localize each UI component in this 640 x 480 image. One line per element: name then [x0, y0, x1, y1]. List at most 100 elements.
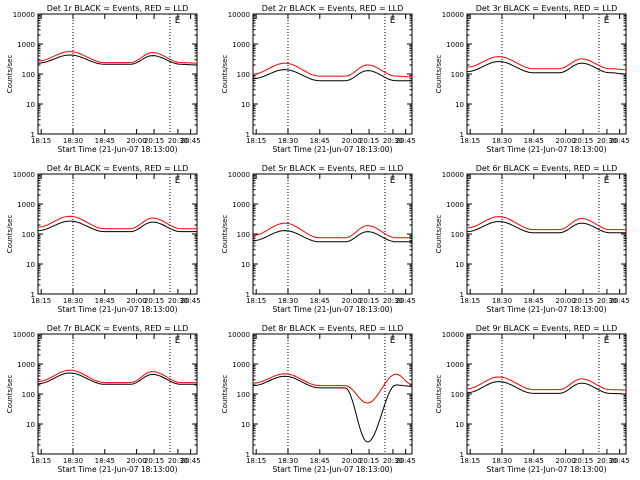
y-tick-label: 10 [26, 421, 35, 429]
x-tick-label: 20:30 [383, 297, 403, 305]
x-tick-label: 20:30 [168, 137, 188, 145]
y-tick-label: 100 [451, 231, 464, 239]
series-events-line [37, 220, 197, 233]
y-tick-label: 1 [246, 451, 250, 459]
detector-panel-4: Det 4r BLACK = Events, RED = LLD 1 10 100 10… [6, 164, 201, 314]
x-axis-label: Start Time (21-Jun-07 18:13:00) [487, 145, 607, 154]
y-axis-label: Counts/sec [221, 375, 229, 414]
y-tick-label: 100 [237, 71, 250, 79]
y-axis-label: Counts/sec [6, 55, 14, 94]
x-tick-label: 18:30 [278, 457, 298, 465]
x-tick-label: 18:45 [524, 457, 544, 465]
series-lld-line [252, 222, 412, 239]
y-tick-label: 10000 [13, 11, 35, 19]
y-tick-label: 1 [460, 291, 464, 299]
x-tick-label: 18:30 [278, 297, 298, 305]
x-tick-label: 20:30 [383, 457, 403, 465]
y-tick-label: 1000 [446, 361, 464, 369]
x-tick-label: 20:15 [573, 457, 593, 465]
x-tick-label: 20:30 [597, 457, 617, 465]
x-tick-label: 18:30 [492, 457, 512, 465]
x-tick-label: 20:15 [144, 137, 164, 145]
x-tick-label: 20:45 [610, 297, 630, 305]
panel-title: Det 8r BLACK = Events, RED = LLD [262, 324, 404, 333]
y-tick-label: 100 [22, 231, 35, 239]
series-events-line [466, 61, 626, 75]
series-events-line [38, 54, 198, 66]
y-tick-label: 1 [460, 131, 464, 139]
x-tick-label: 20:00 [341, 137, 361, 145]
series-lld-line [466, 216, 626, 231]
x-tick-label: 18:15 [246, 297, 266, 305]
y-tick-label: 10000 [442, 331, 464, 339]
detector-panel-3: Det 3r BLACK = Events, RED = LLD 1 10 100 10… [435, 4, 630, 154]
corner-mark: E [390, 16, 396, 26]
y-tick-label: 10000 [442, 11, 464, 19]
y-tick-label: 10 [26, 101, 35, 109]
x-tick-label: 20:00 [555, 297, 575, 305]
y-tick-label: 100 [451, 391, 464, 399]
x-tick-label: 20:45 [396, 297, 416, 305]
y-tick-label: 10000 [442, 171, 464, 179]
x-tick-label: 20:45 [181, 137, 201, 145]
y-tick-label: 10 [455, 101, 464, 109]
series-events-line [466, 381, 626, 395]
x-tick-label: 18:45 [95, 297, 115, 305]
x-tick-label: 20:15 [359, 137, 379, 145]
series-lld-line [37, 51, 197, 64]
y-tick-label: 1 [460, 451, 464, 459]
panel-title: Det 9r BLACK = Events, RED = LLD [476, 324, 618, 333]
x-tick-label: 18:30 [492, 137, 512, 145]
y-tick-label: 10000 [228, 171, 250, 179]
x-tick-label: 20:15 [144, 297, 164, 305]
y-tick-label: 1 [31, 291, 35, 299]
y-tick-label: 1 [31, 451, 35, 459]
panel-title: Det 7r BLACK = Events, RED = LLD [47, 324, 189, 333]
x-tick-label: 20:15 [573, 297, 593, 305]
detector-panel-7: Det 7r BLACK = Events, RED = LLD 1 10 100 10… [6, 324, 201, 474]
detector-panel-1: Det 1r BLACK = Events, RED = LLD 1 10 100 10… [6, 4, 201, 154]
y-tick-label: 10 [241, 101, 250, 109]
corner-mark: E [175, 16, 181, 26]
y-tick-label: 10 [241, 261, 250, 269]
x-tick-label: 18:30 [63, 137, 83, 145]
x-tick-label: 20:00 [126, 457, 146, 465]
x-tick-label: 18:45 [95, 457, 115, 465]
y-tick-label: 100 [22, 71, 35, 79]
x-tick-label: 20:30 [168, 457, 188, 465]
corner-mark: E [604, 336, 610, 346]
detector-panel-2: Det 2r BLACK = Events, RED = LLD 1 10 100 10… [221, 4, 416, 154]
x-tick-label: 20:00 [555, 137, 575, 145]
series-lld-line [37, 369, 197, 384]
series-events-line [252, 375, 412, 443]
y-tick-label: 1000 [232, 41, 250, 49]
y-tick-label: 1000 [232, 201, 250, 209]
x-tick-label: 20:00 [341, 457, 361, 465]
detector-panel-8: Det 8r BLACK = Events, RED = LLD 1 10 100 10… [221, 324, 416, 474]
plot-frame [252, 173, 413, 295]
y-axis-label: Counts/sec [435, 55, 443, 94]
y-tick-label: 1 [246, 131, 250, 139]
x-tick-label: 18:30 [278, 137, 298, 145]
y-tick-label: 1000 [232, 361, 250, 369]
x-tick-label: 20:45 [610, 137, 630, 145]
y-tick-label: 10 [455, 421, 464, 429]
x-tick-label: 20:15 [144, 457, 164, 465]
plot-frame [37, 173, 198, 295]
x-tick-label: 20:45 [396, 457, 416, 465]
y-tick-label: 1000 [17, 201, 35, 209]
series-lld-line [37, 215, 197, 230]
x-tick-label: 20:15 [573, 137, 593, 145]
series-events-line [253, 69, 412, 82]
y-axis-label: Counts/sec [221, 215, 229, 254]
x-tick-label: 20:00 [126, 297, 146, 305]
x-tick-label: 18:15 [460, 457, 480, 465]
x-tick-label: 18:30 [63, 457, 83, 465]
y-tick-label: 1 [246, 291, 250, 299]
x-tick-label: 20:30 [597, 137, 617, 145]
panel-title: Det 6r BLACK = Events, RED = LLD [476, 164, 618, 173]
corner-mark: E [175, 176, 181, 186]
detector-panel-9: Det 9r BLACK = Events, RED = LLD 1 10 100 10… [435, 324, 630, 474]
series-events-line [466, 221, 626, 234]
